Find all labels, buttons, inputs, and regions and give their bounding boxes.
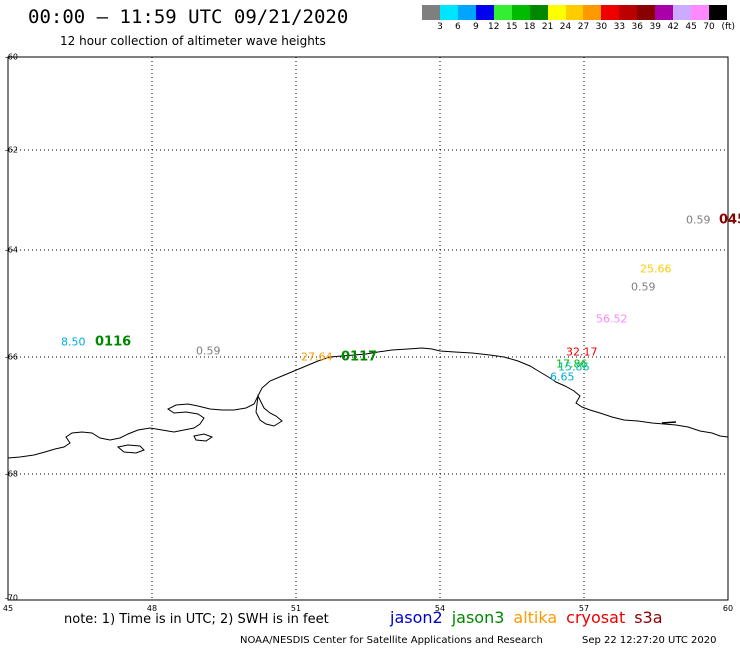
lon-label: 48 bbox=[146, 604, 158, 613]
plot-frame bbox=[7, 56, 729, 601]
wave-height-reading: 0.59 bbox=[196, 344, 221, 358]
legend-tick-label: 39 bbox=[649, 22, 661, 32]
lat-label: -64 bbox=[4, 245, 18, 255]
legend-swatch bbox=[565, 5, 584, 20]
credit-line: NOAA/NESDIS Center for Satellite Applica… bbox=[240, 635, 543, 646]
island bbox=[116, 444, 145, 454]
legend-swatch bbox=[547, 5, 566, 20]
legend-swatch bbox=[583, 5, 602, 20]
wave-height-reading: 32.17 bbox=[566, 345, 598, 359]
lat-label: -70 bbox=[4, 593, 18, 603]
legend-tick-label: 45 bbox=[685, 22, 697, 32]
satellite-name: cryosat bbox=[566, 608, 626, 627]
legend-swatch bbox=[637, 5, 656, 20]
legend-swatch bbox=[457, 5, 476, 20]
legend-tick-label: 15 bbox=[505, 22, 518, 32]
lon-label: 54 bbox=[434, 604, 446, 613]
legend-unit: (ft) bbox=[721, 22, 735, 32]
footer-note: note: 1) Time is in UTC; 2) SWH is in fe… bbox=[64, 612, 329, 627]
map-title: 00:00 – 11:59 UTC 09/21/2020 bbox=[28, 6, 349, 28]
legend-tick-label: 24 bbox=[559, 22, 572, 32]
lat-label: -62 bbox=[4, 145, 18, 155]
wave-height-reading: 25.66 bbox=[640, 262, 672, 276]
legend-swatch bbox=[709, 5, 727, 20]
satellite-legend: jason2 jason3 altika cryosat s3a bbox=[390, 608, 663, 627]
island bbox=[661, 421, 677, 424]
antarctic-coastline bbox=[7, 347, 729, 459]
legend-swatch bbox=[511, 5, 530, 20]
lon-label: 57 bbox=[578, 604, 590, 613]
legend-swatch bbox=[422, 5, 440, 20]
wave-height-reading: 27.64 bbox=[301, 350, 333, 364]
legend-tick-label: 9 bbox=[472, 22, 479, 32]
generated-timestamp: Sep 22 12:27:20 UTC 2020 bbox=[582, 635, 717, 646]
lat-label: -60 bbox=[4, 52, 18, 62]
satellite-name: jason2 bbox=[390, 608, 443, 627]
lon-label: 45 bbox=[2, 604, 14, 613]
lon-label: 51 bbox=[290, 604, 302, 613]
wave-height-reading: 56.52 bbox=[596, 312, 628, 326]
legend-swatch bbox=[475, 5, 494, 20]
wave-height-reading: 15.86 bbox=[558, 360, 590, 374]
legend-ticks: (ft) 3 6 9 12 15 18 21 24 27 30 33 36 39 42 45 70 bbox=[422, 20, 735, 34]
legend-tick-label: 33 bbox=[613, 22, 626, 32]
legend-tick-label: 12 bbox=[488, 22, 500, 32]
wave-height-reading: 17.86 bbox=[556, 357, 588, 371]
legend-swatch bbox=[619, 5, 638, 20]
coastline-detail bbox=[255, 394, 283, 427]
legend-tick-label: 27 bbox=[577, 22, 590, 32]
legend-tick-label: 36 bbox=[631, 22, 644, 32]
legend-tick-label: 42 bbox=[667, 22, 679, 32]
legend-tick-label: 30 bbox=[595, 22, 608, 32]
lat-label: -68 bbox=[4, 469, 18, 479]
wave-height-reading: 0.59 bbox=[686, 213, 711, 227]
legend-swatch bbox=[601, 5, 620, 20]
legend-swatches bbox=[422, 5, 727, 20]
legend-tick-label: 70 bbox=[703, 22, 715, 32]
legend-swatch bbox=[493, 5, 512, 20]
legend-tick-label: 18 bbox=[523, 22, 536, 32]
satellite-pass-time: 0116 bbox=[95, 334, 132, 350]
color-legend: (ft) 3 6 9 12 15 18 21 24 27 30 33 36 39 42 45 70 bbox=[422, 5, 735, 34]
legend-tick-label: 3 bbox=[437, 22, 443, 32]
satellite-name: jason3 bbox=[451, 608, 505, 627]
legend-swatch bbox=[439, 5, 458, 20]
legend-swatch bbox=[673, 5, 692, 20]
legend-swatch bbox=[691, 5, 709, 20]
lon-label: 60 bbox=[722, 604, 734, 613]
wave-height-reading: 0.59 bbox=[631, 280, 656, 294]
satellite-name: altika bbox=[513, 608, 558, 627]
satellite-pass-time: 0117 bbox=[341, 349, 378, 365]
legend-swatch bbox=[529, 5, 548, 20]
island bbox=[193, 433, 214, 442]
wave-height-reading: 6.65 bbox=[550, 370, 575, 384]
map-subtitle: 12 hour collection of altimeter wave hei… bbox=[60, 34, 326, 48]
legend-swatch bbox=[655, 5, 674, 20]
legend-tick-label: 21 bbox=[541, 22, 554, 32]
wave-height-reading: 8.50 bbox=[61, 335, 86, 349]
legend-tick-label: 6 bbox=[455, 22, 461, 32]
lat-label: -66 bbox=[4, 352, 18, 362]
graticule bbox=[8, 57, 728, 600]
satellite-pass-time: 045 bbox=[719, 212, 740, 228]
satellite-name: s3a bbox=[634, 608, 663, 627]
